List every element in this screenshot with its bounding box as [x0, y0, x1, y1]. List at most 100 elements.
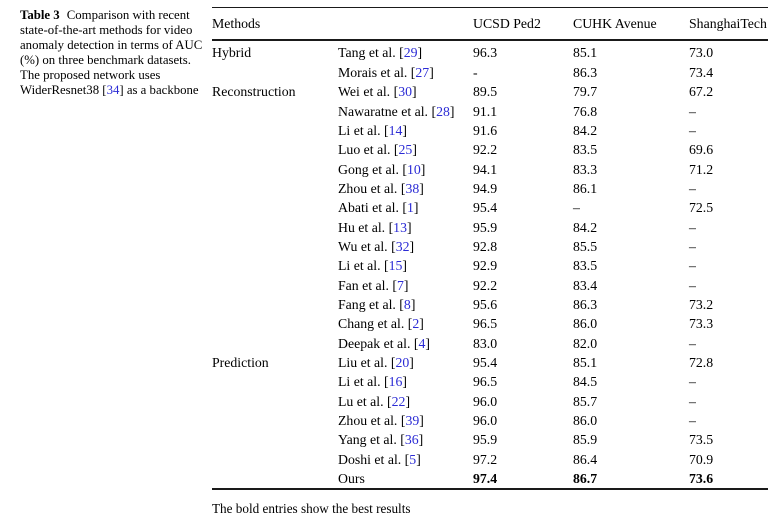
citation-link[interactable]: 7 [397, 277, 404, 293]
value-cell-cuhk-avenue: 83.3 [573, 161, 598, 177]
value-cell-ucsd-ped2: 89.5 [473, 84, 498, 100]
citation-link[interactable]: 36 [404, 432, 419, 448]
value-cell-cuhk-avenue: – [573, 200, 580, 216]
table-row: Yang et al. [36] 95.9 85.9 73.5 [212, 430, 768, 449]
value-cell-cuhk-avenue: 86.7 [573, 471, 598, 487]
citation-link[interactable]: 14 [388, 122, 403, 138]
method-group-cell: Prediction [212, 354, 269, 370]
value-cell-shanghaitech: – [689, 374, 696, 390]
value-cell-ucsd-ped2: 96.0 [473, 393, 498, 409]
citation-link[interactable]: 1 [406, 200, 414, 216]
method-name-cell: Abati et al. [1] [338, 200, 419, 216]
value-cell-shanghaitech: – [689, 219, 696, 235]
citation-link[interactable]: 22 [391, 393, 406, 409]
table-row: Doshi et al. [5] 97.2 86.4 70.9 [212, 450, 768, 469]
table-row: Gong et al. [10] 94.1 83.3 71.2 [212, 160, 768, 179]
citation-link[interactable]: 39 [405, 413, 420, 429]
citation-link[interactable]: 27 [415, 64, 430, 80]
table-row: Fan et al. [7] 92.2 83.4 – [212, 276, 768, 295]
method-name-cell: Fan et al. [7] [338, 277, 409, 293]
value-cell-shanghaitech: 73.3 [689, 316, 714, 332]
value-cell-ucsd-ped2: 97.4 [473, 471, 498, 487]
value-cell-shanghaitech: – [689, 393, 696, 409]
citation-link[interactable]: 29 [403, 45, 418, 61]
citation-link[interactable]: 20 [395, 354, 410, 370]
method-name-cell: Lu et al. [22] [338, 393, 411, 409]
citation-link[interactable]: 5 [409, 451, 417, 467]
value-cell-shanghaitech: 72.8 [689, 354, 714, 370]
caption-citation-link[interactable]: 34 [106, 83, 120, 98]
value-cell-shanghaitech: 70.9 [689, 451, 714, 467]
citation-link[interactable]: 30 [398, 84, 412, 100]
method-name-cell: Nawaratne et al. [28] [338, 103, 455, 119]
table-footnote: The bold entries show the best results [212, 501, 411, 517]
value-cell-ucsd-ped2: 91.6 [473, 122, 498, 138]
value-cell-shanghaitech: 71.2 [689, 161, 714, 177]
table-bottom-rule [212, 488, 768, 491]
method-name-cell: Chang et al. [2] [338, 316, 424, 332]
table-row: Li et al. [15] 92.9 83.5 – [212, 256, 768, 275]
value-cell-cuhk-avenue: 83.4 [573, 277, 598, 293]
citation-link[interactable]: 28 [436, 103, 450, 119]
value-cell-ucsd-ped2: 92.8 [473, 238, 498, 254]
value-cell-cuhk-avenue: 86.3 [573, 296, 598, 312]
value-cell-shanghaitech: – [689, 180, 696, 196]
method-name-cell: Luo et al. [25] [338, 142, 417, 158]
citation-link[interactable]: 2 [412, 316, 420, 332]
table-row: Prediction Liu et al. [20] 95.4 85.1 72.8 [212, 353, 768, 372]
table-caption: Table 3 Comparison with recent state-of-t… [20, 8, 204, 99]
method-name-cell: Hu et al. [13] [338, 219, 412, 235]
value-cell-ucsd-ped2: 95.9 [473, 219, 498, 235]
citation-link[interactable]: 25 [398, 142, 413, 158]
value-cell-cuhk-avenue: 86.3 [573, 64, 598, 80]
method-name-cell: Zhou et al. [39] [338, 413, 424, 429]
value-cell-shanghaitech: 73.4 [689, 64, 714, 80]
comparison-table: Methods UCSD Ped2 CUHK Avenue ShanghaiTe… [212, 7, 768, 517]
header-methods: Methods [212, 16, 261, 32]
value-cell-shanghaitech: – [689, 277, 696, 293]
table-row: Reconstruction Wei et al. [30] 89.5 79.7 67.… [212, 82, 768, 101]
citation-link[interactable]: 4 [418, 335, 426, 351]
citation-link[interactable]: 13 [393, 219, 407, 235]
value-cell-cuhk-avenue: 79.7 [573, 84, 598, 100]
method-group-cell: Hybrid [212, 45, 252, 61]
table-row: Wu et al. [32] 92.8 85.5 – [212, 237, 768, 256]
value-cell-shanghaitech: 72.5 [689, 200, 714, 216]
value-cell-cuhk-avenue: 84.2 [573, 219, 598, 235]
table-row: Zhou et al. [39] 96.0 86.0 – [212, 411, 768, 430]
value-cell-shanghaitech: – [689, 238, 696, 254]
table-row: Li et al. [14] 91.6 84.2 – [212, 121, 768, 140]
table-row: Hu et al. [13] 95.9 84.2 – [212, 218, 768, 237]
value-cell-shanghaitech: 73.5 [689, 432, 714, 448]
table-row: Lu et al. [22] 96.0 85.7 – [212, 392, 768, 411]
value-cell-ucsd-ped2: 95.9 [473, 432, 498, 448]
value-cell-cuhk-avenue: 86.0 [573, 413, 598, 429]
value-cell-cuhk-avenue: 85.9 [573, 432, 598, 448]
table-row: Zhou et al. [38] 94.9 86.1 – [212, 179, 768, 198]
header-ucsd-ped2: UCSD Ped2 [473, 16, 541, 32]
value-cell-cuhk-avenue: 83.5 [573, 142, 598, 158]
value-cell-ucsd-ped2: 91.1 [473, 103, 498, 119]
value-cell-cuhk-avenue: 85.1 [573, 354, 598, 370]
method-name-cell: Yang et al. [36] [338, 432, 424, 448]
value-cell-ucsd-ped2: - [473, 64, 478, 80]
value-cell-ucsd-ped2: 94.9 [473, 180, 498, 196]
citation-link[interactable]: 38 [405, 180, 420, 196]
table-row: Luo et al. [25] 92.2 83.5 69.6 [212, 140, 768, 159]
citation-link[interactable]: 15 [388, 258, 403, 274]
citation-link[interactable]: 10 [406, 161, 421, 177]
table-header-row: Methods UCSD Ped2 CUHK Avenue ShanghaiTe… [212, 8, 768, 39]
value-cell-shanghaitech: – [689, 413, 696, 429]
citation-link[interactable]: 32 [395, 238, 410, 254]
method-name-cell: Wu et al. [32] [338, 238, 415, 254]
value-cell-cuhk-avenue: 86.0 [573, 316, 598, 332]
citation-link[interactable]: 8 [403, 296, 411, 312]
value-cell-ucsd-ped2: 94.1 [473, 161, 498, 177]
table-row: Nawaratne et al. [28] 91.1 76.8 – [212, 102, 768, 121]
table-row: Morais et al. [27] - 86.3 73.4 [212, 63, 768, 82]
method-name-cell: Doshi et al. [5] [338, 451, 421, 467]
value-cell-ucsd-ped2: 96.0 [473, 413, 498, 429]
table-row: Chang et al. [2] 96.5 86.0 73.3 [212, 314, 768, 333]
citation-link[interactable]: 16 [388, 374, 403, 390]
value-cell-shanghaitech: – [689, 335, 696, 351]
